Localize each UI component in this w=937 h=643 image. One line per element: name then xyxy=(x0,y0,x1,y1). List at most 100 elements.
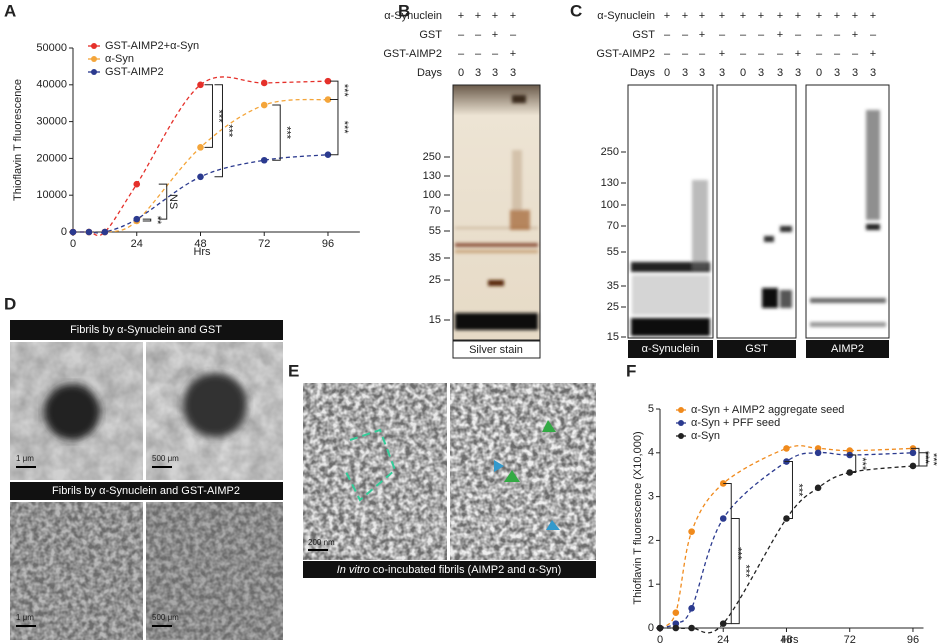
mw-marker: 15 xyxy=(607,331,619,343)
lane-sign: 0 xyxy=(740,67,746,79)
lane-sign: 3 xyxy=(719,67,725,79)
panel-letter: F xyxy=(626,361,636,380)
row-label: GST-AIMP2 xyxy=(596,48,655,60)
y-tick-label: 4 xyxy=(648,447,654,459)
data-point xyxy=(672,624,680,632)
significance-label: *** xyxy=(919,451,931,465)
lane-sign: + xyxy=(699,10,705,22)
significance-label: *** xyxy=(927,453,937,467)
lane-sign: – xyxy=(740,48,747,60)
lane-sign: 3 xyxy=(475,67,481,79)
significance-bracket xyxy=(329,80,339,101)
legend-label: α-Syn + PFF seed xyxy=(691,417,780,429)
em-caption: In vitro co-incubated fibrils (AIMP2 and… xyxy=(337,564,562,576)
lane-sign: + xyxy=(510,10,516,22)
row-label: Days xyxy=(417,67,443,79)
data-point xyxy=(688,604,695,612)
significance-label: *** xyxy=(338,121,350,135)
lane-sign: + xyxy=(510,48,516,60)
series-line xyxy=(659,451,913,629)
lane-sign: – xyxy=(682,29,689,41)
panel-letter: B xyxy=(398,1,410,20)
y-tick-label: 10000 xyxy=(36,189,67,201)
data-point xyxy=(197,173,204,181)
lane-sign: + xyxy=(682,10,688,22)
mw-marker: 55 xyxy=(607,246,619,258)
x-tick-label: 0 xyxy=(657,634,663,643)
lane-sign: – xyxy=(777,48,784,60)
y-tick-label: 5 xyxy=(648,403,654,415)
lane-sign: – xyxy=(458,48,465,60)
lane-sign: + xyxy=(834,10,840,22)
row-label: α-Synuclein xyxy=(384,10,442,22)
lane-sign: + xyxy=(492,29,498,41)
significance-label: *** xyxy=(223,124,235,138)
x-tick-label: 0 xyxy=(70,238,76,250)
blot-caption: α-Synuclein xyxy=(642,343,700,355)
significance-label: *** xyxy=(213,110,225,124)
data-point xyxy=(324,151,332,159)
legend-dot xyxy=(91,69,97,75)
row-label: GST-AIMP2 xyxy=(383,48,442,60)
data-point xyxy=(814,484,822,492)
scale-bar-label: 1 μm xyxy=(16,613,34,622)
data-point xyxy=(814,449,822,457)
mw-marker: 55 xyxy=(429,225,441,237)
y-tick-label: 3 xyxy=(648,491,654,503)
significance-label: *** xyxy=(793,484,805,498)
lane-sign: + xyxy=(870,10,876,22)
lane-sign: + xyxy=(777,29,783,41)
y-tick-label: 30000 xyxy=(36,116,67,128)
lane-sign: + xyxy=(852,29,858,41)
data-point xyxy=(909,449,917,457)
legend-label: α-Syn + AIMP2 aggregate seed xyxy=(691,404,844,416)
mw-marker: 25 xyxy=(607,301,619,313)
mw-marker: 25 xyxy=(429,274,441,286)
x-tick-label: 48 xyxy=(780,634,792,643)
significance-bracket xyxy=(214,84,223,178)
x-tick-label: 72 xyxy=(844,634,856,643)
significance-bracket xyxy=(158,183,168,220)
mw-marker: 130 xyxy=(423,170,441,182)
data-point xyxy=(101,228,109,236)
data-point xyxy=(783,445,790,452)
lane-sign: 0 xyxy=(816,67,822,79)
data-point xyxy=(133,215,141,223)
row-label: α-Synuclein xyxy=(597,10,655,22)
legend-dot xyxy=(91,43,97,49)
legend-label: α-Syn xyxy=(105,53,134,65)
x-tick-label: 96 xyxy=(907,634,919,643)
lane-sign: + xyxy=(870,48,876,60)
significance-label: *** xyxy=(338,84,350,98)
mw-marker: 250 xyxy=(601,146,619,158)
significance-bracket xyxy=(918,452,928,467)
lane-sign: 3 xyxy=(777,67,783,79)
em-title: Fibrils by α-Synuclein and GST-AIMP2 xyxy=(52,485,240,497)
mw-marker: 70 xyxy=(429,205,441,217)
mw-marker: 70 xyxy=(607,220,619,232)
row-label: GST xyxy=(632,29,655,41)
lane-sign: + xyxy=(664,10,670,22)
blot-caption: Silver stain xyxy=(469,344,523,356)
legend-dot xyxy=(678,407,684,413)
blot-caption: GST xyxy=(745,343,768,355)
data-point xyxy=(656,624,664,632)
lane-sign: + xyxy=(719,10,725,22)
legend-label: GST-AIMP2+α-Syn xyxy=(105,40,199,52)
panel-letter: D xyxy=(4,294,16,313)
series-line xyxy=(659,445,913,629)
data-point xyxy=(69,228,77,236)
panel-letter: E xyxy=(288,361,299,380)
lane-sign: 3 xyxy=(795,67,801,79)
lane-sign: + xyxy=(795,48,801,60)
lane-sign: – xyxy=(664,29,671,41)
lane-sign: – xyxy=(816,29,823,41)
x-tick-label: 96 xyxy=(322,238,334,250)
mw-marker: 15 xyxy=(429,314,441,326)
series-line xyxy=(660,465,914,634)
lane-sign: 3 xyxy=(699,67,705,79)
x-tick-label: 72 xyxy=(258,238,270,250)
data-point xyxy=(688,528,695,535)
lane-sign: – xyxy=(834,29,841,41)
